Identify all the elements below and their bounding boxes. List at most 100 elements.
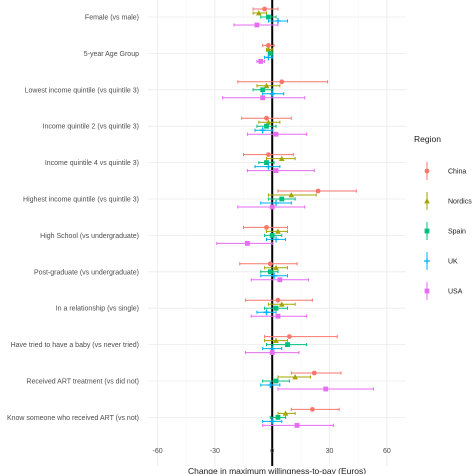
- point-estimate: [273, 305, 279, 311]
- point-estimate: [279, 196, 285, 202]
- point-estimate: [294, 423, 300, 428]
- point-estimate: [269, 204, 275, 210]
- point-estimate: [273, 200, 280, 206]
- series-china: [237, 6, 357, 412]
- point-estimate: [260, 95, 266, 101]
- point-estimate: [315, 188, 321, 194]
- y-tick-label: Highest income quintile (vs quintile 3): [23, 197, 139, 204]
- point-estimate: [254, 22, 260, 28]
- point-estimate: [260, 87, 266, 93]
- point-estimate: [265, 163, 272, 170]
- x-tick-label: 60: [383, 448, 391, 455]
- point-estimate: [265, 119, 272, 125]
- point-estimate: [285, 342, 290, 347]
- y-tick-label: Lowest income quintile (vs quintile 3): [25, 87, 139, 94]
- point-estimate: [273, 264, 279, 271]
- y-tick-label: Have tried to have a baby (vs never trie…: [11, 342, 139, 349]
- point-estimate: [275, 415, 281, 420]
- point-estimate: [267, 269, 273, 275]
- point-estimate: [258, 59, 264, 64]
- point-estimate: [309, 407, 315, 412]
- point-estimate: [275, 297, 281, 303]
- series-nordics: [252, 10, 317, 416]
- point-estimate: [269, 233, 275, 238]
- point-estimate: [271, 272, 278, 279]
- y-tick-label: 5-year Age Group: [84, 51, 139, 58]
- series-uk: [254, 18, 292, 425]
- y-tick-label: Received ART treatment (vs did not): [26, 379, 139, 386]
- point-estimate: [274, 18, 281, 24]
- y-tick-label: High School (vs undergraduate): [40, 233, 139, 240]
- point-estimate: [273, 131, 279, 137]
- point-estimate: [264, 115, 269, 121]
- point-estimate: [269, 418, 276, 425]
- point-estimate: [288, 192, 295, 198]
- point-estimate: [292, 374, 298, 380]
- point-estimate: [275, 228, 281, 234]
- x-tick-label: 0: [270, 448, 274, 455]
- point-estimate: [264, 123, 269, 129]
- legend-label: China: [448, 169, 466, 176]
- point-estimate: [266, 152, 271, 158]
- x-tick-label: 30: [326, 448, 334, 455]
- point-estimate: [256, 10, 262, 16]
- series-marks: [216, 6, 375, 428]
- point-estimate: [262, 6, 267, 12]
- point-estimate: [273, 337, 279, 343]
- legend-item-china: China: [424, 162, 466, 180]
- point-estimate: [277, 277, 283, 283]
- point-estimate: [273, 168, 279, 173]
- x-tick-label: -60: [152, 448, 162, 455]
- legend-key-marker: [424, 168, 430, 174]
- legend-item-spain: Spain: [424, 222, 466, 240]
- point-estimate: [269, 90, 276, 97]
- point-estimate: [244, 241, 250, 246]
- point-estimate: [279, 79, 285, 85]
- point-estimate: [265, 46, 272, 52]
- point-estimate: [278, 301, 285, 307]
- point-estimate: [275, 313, 281, 319]
- legend-key-marker: [424, 288, 430, 294]
- point-estimate: [282, 410, 289, 416]
- point-estimate: [266, 43, 271, 48]
- legend-key-marker: [424, 258, 430, 264]
- point-estimate: [267, 382, 274, 388]
- y-axis-labels: Female (vs male) 5-year Age Group Lowest i…: [7, 15, 139, 422]
- point-estimate: [311, 370, 317, 376]
- point-estimate: [323, 386, 329, 392]
- x-tick-label: -30: [210, 448, 220, 455]
- legend-label: USA: [448, 289, 463, 296]
- legend-label: Spain: [448, 229, 466, 236]
- series-usa: [216, 22, 375, 428]
- x-axis-ticks: -60 -30 0 30 60: [152, 448, 390, 455]
- point-estimate: [263, 309, 270, 316]
- legend-key-marker: [424, 228, 430, 234]
- point-estimate: [267, 261, 273, 267]
- point-estimate: [267, 51, 273, 56]
- point-estimate: [287, 334, 292, 339]
- point-estimate: [278, 155, 285, 161]
- legend-item-usa: USA: [424, 282, 463, 300]
- y-tick-label: Know someone who received ART (vs not): [7, 415, 139, 422]
- y-tick-label: Post-graduate (vs undergraduate): [34, 269, 139, 276]
- point-estimate: [264, 160, 269, 165]
- y-tick-label: Female (vs male): [85, 15, 139, 22]
- point-estimate: [264, 225, 269, 230]
- y-tick-label: In a relationship (vs single): [56, 306, 139, 313]
- x-axis-title: Change in maximum willingness-to-pay (Eu…: [188, 466, 366, 474]
- point-estimate: [265, 54, 272, 61]
- point-estimate: [273, 236, 280, 243]
- point-estimate: [263, 82, 270, 89]
- legend: Region China Nordics Spain UK USA: [414, 134, 472, 300]
- legend-item-nordics: Nordics: [424, 192, 472, 210]
- series-spain: [252, 14, 308, 420]
- legend-label: UK: [448, 259, 458, 266]
- legend-title: Region: [414, 134, 441, 144]
- legend-item-uk: UK: [424, 252, 458, 270]
- point-estimate: [259, 127, 266, 134]
- point-estimate: [266, 14, 271, 20]
- point-estimate: [269, 350, 275, 355]
- legend-key-marker: [424, 198, 430, 204]
- y-tick-label: Income quintile 4 vs quintile 3): [45, 160, 139, 167]
